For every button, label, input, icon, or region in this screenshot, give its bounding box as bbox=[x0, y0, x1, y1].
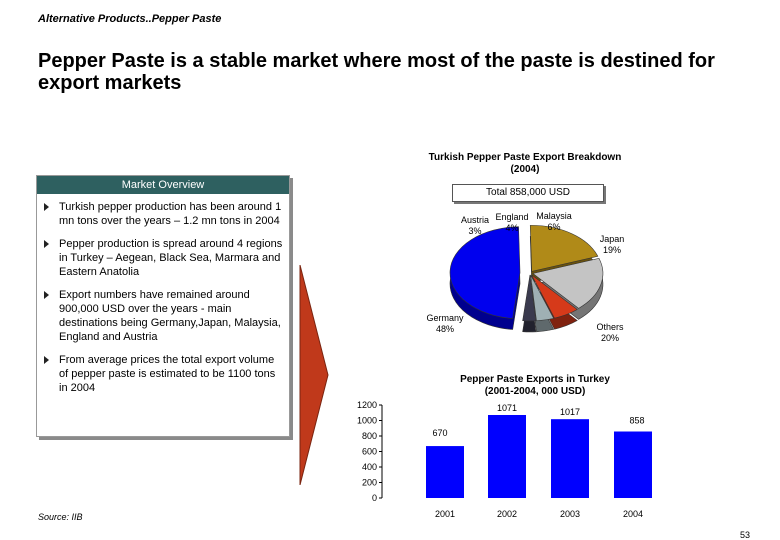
pie-slice-england bbox=[530, 274, 555, 322]
pie-label-name: Japan bbox=[599, 234, 625, 244]
x-tick-label: 2002 bbox=[497, 509, 517, 519]
bullet-triangle-icon bbox=[44, 203, 49, 211]
bar-2002 bbox=[488, 414, 526, 498]
bullet-item: Turkish pepper production has been aroun… bbox=[41, 200, 285, 228]
market-overview-header: Market Overview bbox=[37, 176, 289, 194]
pie-label-value: 3% bbox=[468, 226, 482, 236]
pie-subtitle-text: (2004) bbox=[510, 164, 540, 175]
y-tick-label: 1200 bbox=[357, 400, 377, 410]
bar-2003 bbox=[551, 419, 589, 498]
y-tick-label: 400 bbox=[362, 462, 377, 472]
pie-slice-japan bbox=[532, 258, 604, 309]
bar-value-label: 1071 bbox=[497, 403, 517, 413]
market-overview-bullets: Turkish pepper production has been aroun… bbox=[37, 194, 289, 395]
bullet-triangle-icon bbox=[44, 291, 49, 299]
pie-total-badge: Total 858,000 USD bbox=[452, 184, 604, 202]
pie-slice-austria bbox=[522, 274, 537, 322]
bar-value-label: 858 bbox=[629, 416, 644, 426]
bar-value-label: 1017 bbox=[560, 407, 580, 417]
pie-label-value: 20% bbox=[600, 333, 619, 343]
pie-label-germany: Germany 48% bbox=[424, 313, 466, 335]
pie-chart bbox=[449, 225, 604, 333]
bar-value-label: 670 bbox=[432, 428, 447, 438]
y-tick-label: 1000 bbox=[357, 416, 377, 426]
y-tick-label: 0 bbox=[372, 493, 377, 503]
pie-label-name: Malaysia bbox=[536, 211, 572, 221]
pie-slice-malaysia bbox=[531, 274, 578, 319]
y-tick-label: 800 bbox=[362, 431, 377, 441]
x-tick-label: 2001 bbox=[435, 509, 455, 519]
y-tick-label: 200 bbox=[362, 478, 377, 488]
bullet-text: Pepper production is spread around 4 reg… bbox=[59, 238, 283, 278]
source-note: Source: IIB bbox=[38, 512, 83, 522]
pie-label-england: England 4% bbox=[494, 212, 530, 234]
bullet-text: From average prices the total export vol… bbox=[59, 354, 276, 394]
bullet-text: Export numbers have remained around 900,… bbox=[59, 289, 281, 343]
pie-label-value: 6% bbox=[547, 222, 561, 232]
pie-label-name: Others bbox=[596, 322, 624, 332]
bar-2004 bbox=[614, 431, 652, 498]
bar-chart: 0 200 400 600 800 1000 1200 670 2001 1071 2002 1017… bbox=[357, 400, 652, 519]
pie-label-name: England bbox=[495, 212, 529, 222]
pie-label-name: Austria bbox=[460, 215, 489, 225]
pie-label-value: 4% bbox=[505, 223, 519, 233]
x-tick-label: 2004 bbox=[623, 509, 643, 519]
pie-label-name: Germany bbox=[426, 313, 464, 323]
market-overview-panel: Market Overview Turkish pepper productio… bbox=[36, 175, 290, 437]
bullet-item: Pepper production is spread around 4 reg… bbox=[41, 237, 285, 279]
x-tick-label: 2003 bbox=[560, 509, 580, 519]
pie-label-austria: Austria 3% bbox=[458, 215, 492, 237]
breadcrumb: Alternative Products..Pepper Paste bbox=[38, 13, 222, 25]
arrow-shape bbox=[299, 265, 329, 485]
pie-slice-others bbox=[529, 225, 599, 272]
bullet-triangle-icon bbox=[44, 240, 49, 248]
pie-label-value: 48% bbox=[435, 324, 454, 334]
bar-2001 bbox=[426, 446, 464, 498]
pie-label-others: Others 20% bbox=[590, 322, 630, 344]
bar-chart-title: Pepper Paste Exports in Turkey (2001-200… bbox=[420, 374, 650, 398]
pie-chart-title: Turkish Pepper Paste Export Breakdown (2… bbox=[400, 152, 650, 176]
y-tick-label: 600 bbox=[362, 447, 377, 457]
page-number: 53 bbox=[740, 530, 751, 540]
pie-label-japan: Japan 19% bbox=[594, 234, 630, 256]
bar-title-text: Pepper Paste Exports in Turkey bbox=[460, 374, 610, 385]
bullet-text: Turkish pepper production has been aroun… bbox=[59, 201, 282, 227]
page-title: Pepper Paste is a stable market where mo… bbox=[38, 50, 715, 94]
bullet-triangle-icon bbox=[44, 356, 49, 364]
pie-slice-germany bbox=[449, 226, 521, 319]
bar-subtitle-text: (2001-2004, 000 USD) bbox=[484, 386, 586, 397]
bullet-item: From average prices the total export vol… bbox=[41, 353, 285, 395]
chevron-arrow-icon bbox=[299, 265, 329, 485]
pie-title-text: Turkish Pepper Paste Export Breakdown bbox=[428, 152, 622, 163]
bullet-item: Export numbers have remained around 900,… bbox=[41, 288, 285, 344]
pie-label-value: 19% bbox=[602, 245, 621, 255]
pie-label-malaysia: Malaysia 6% bbox=[534, 211, 574, 233]
